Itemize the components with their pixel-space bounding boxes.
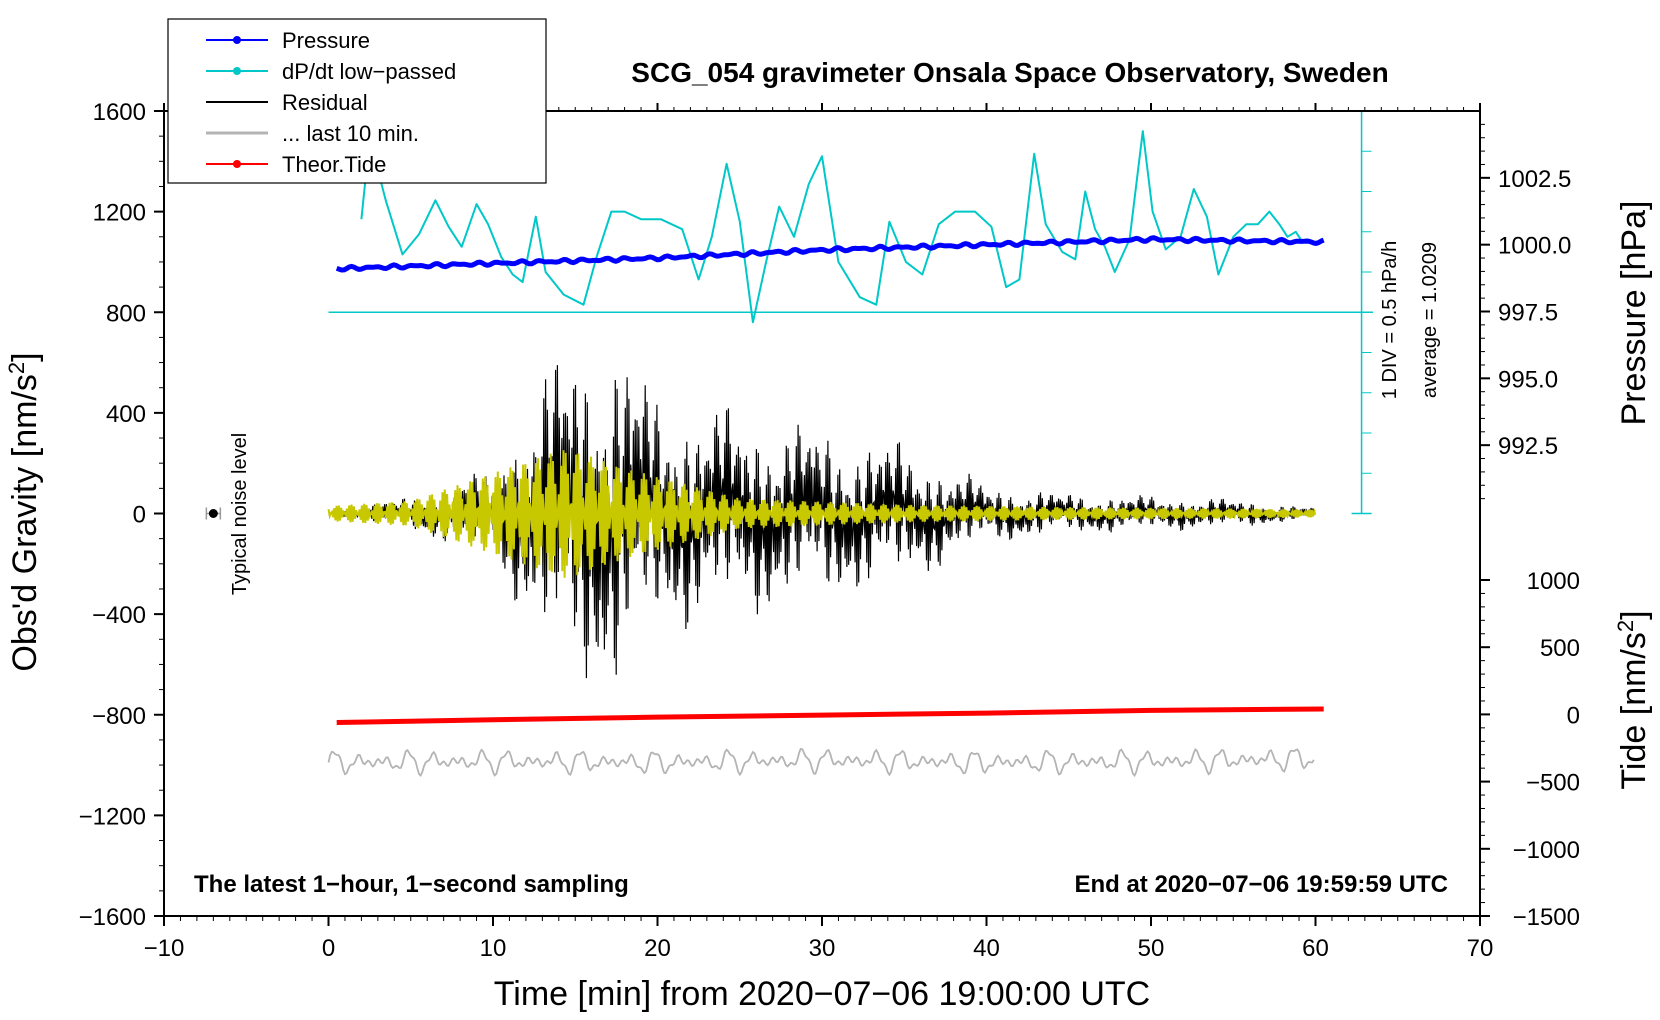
- dpdt-line: [360, 130, 1317, 324]
- legend-label: ... last 10 min.: [282, 121, 419, 146]
- x-tick-label: 20: [644, 935, 671, 962]
- y-tick-label: −1200: [79, 803, 146, 830]
- pressure-tick-label: 992.5: [1498, 433, 1558, 460]
- x-tick-label: 30: [809, 935, 836, 962]
- tide-tick-label: −1000: [1513, 837, 1580, 864]
- average-label: average = 1.0209: [1419, 242, 1441, 398]
- y-tick-label: 1600: [93, 99, 146, 126]
- y-axis-title-tide: Tide [nm/s2]: [1613, 610, 1654, 789]
- y-tick-label: −400: [92, 602, 146, 629]
- legend-marker: [233, 36, 241, 44]
- pressure-tick-label: 1002.5: [1498, 166, 1571, 193]
- y-tick-label: 800: [106, 300, 146, 327]
- pressure-line: [335, 235, 1325, 273]
- legend-label: Theor.Tide: [282, 152, 386, 177]
- y-axis-title-left: Obs'd Gravity [nm/s2]: [4, 352, 45, 671]
- x-axis-title: Time [min] from 2020−07−06 19:00:00 UTC: [494, 975, 1150, 1013]
- legend-marker: [233, 67, 241, 75]
- x-tick-label: 60: [1302, 935, 1329, 962]
- tide-tick-label: 1000: [1527, 568, 1580, 595]
- legend: Pressure dP/dt low−passed Residual ... last…: [167, 18, 547, 184]
- legend-label: dP/dt low−passed: [282, 59, 456, 84]
- pressure-tick-label: 997.5: [1498, 300, 1558, 327]
- x-tick-label: −10: [144, 935, 185, 962]
- bottom-left-note: The latest 1−hour, 1−second sampling: [194, 871, 629, 898]
- x-tick-label: 70: [1467, 935, 1494, 962]
- last-10-min-line: [327, 748, 1315, 778]
- legend-label: Residual: [282, 90, 368, 115]
- tide-tick-label: 0: [1567, 702, 1580, 729]
- chart-title: SCG_054 gravimeter Onsala Space Observat…: [631, 57, 1388, 88]
- tide-line: [336, 706, 1324, 725]
- pressure-tick-label: 1000.0: [1498, 233, 1571, 260]
- y-tick-label: 0: [133, 502, 146, 529]
- noise-marker: [208, 509, 218, 518]
- y-tick-label: −800: [92, 703, 146, 730]
- lowpass-residual-line: [327, 450, 1317, 578]
- tide-tick-label: 500: [1540, 635, 1580, 662]
- legend-label: Pressure: [282, 28, 370, 53]
- bottom-right-note: End at 2020−07−06 19:59:59 UTC: [1074, 871, 1448, 898]
- tide-tick-label: −1500: [1513, 904, 1580, 931]
- legend-marker: [233, 160, 241, 168]
- x-tick-label: 10: [480, 935, 507, 962]
- x-tick-label: 50: [1138, 935, 1165, 962]
- axes-layer: −10 0 10 20 30 40 50 60 70 −1600 −1200 −800 −400 0 400…: [79, 99, 1580, 962]
- x-tick-label: 0: [322, 935, 335, 962]
- series-layer: [205, 110, 1374, 778]
- y-tick-label: −1600: [79, 904, 146, 931]
- x-tick-label: 40: [973, 935, 1000, 962]
- tide-tick-label: −500: [1526, 770, 1580, 797]
- scale-bar-label: 1 DIV = 0.5 hPa/h: [1379, 241, 1401, 399]
- y-axis-title-pressure: Pressure [hPa]: [1615, 201, 1653, 426]
- noise-level-label: Typical noise level: [229, 433, 251, 595]
- pressure-tick-label: 995.0: [1498, 366, 1558, 393]
- y-tick-label: 400: [106, 401, 146, 428]
- y-tick-label: 1200: [93, 200, 146, 227]
